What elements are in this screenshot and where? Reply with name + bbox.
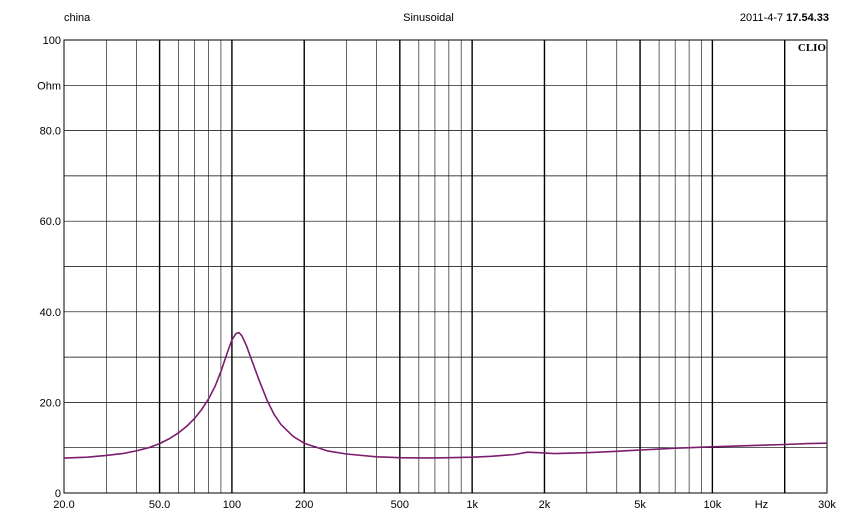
clio-logo: CLIO [798,42,827,54]
x-tick-label: 30k [818,499,836,511]
y-tick-label: 80.0 [40,126,61,138]
y-axis-label: Ohm [37,80,61,92]
timestamp-time: 17.54.33 [786,12,829,24]
y-tick-label: 100 [43,35,61,47]
x-tick-label: 100 [223,499,241,511]
plot-frame [63,39,828,494]
y-tick-label: 20.0 [40,397,61,409]
chart-title: Sinusoidal [403,12,454,24]
y-tick-label: 40.0 [40,307,61,319]
timestamp: 2011-4-7 17.54.33 [740,12,829,24]
series-group [63,331,828,459]
grid [64,40,827,493]
timestamp-date: 2011-4-7 [739,12,787,24]
x-axis-tick-labels: 20.0 50.0 100 200 500 1k 2k 5k 10k 30k [53,499,836,511]
x-tick-label: 20.0 [53,499,74,511]
x-tick-label: 2k [539,499,551,511]
impedance-curve [63,331,828,459]
x-tick-label: 1k [466,499,478,511]
x-tick-label: 50.0 [149,499,170,511]
header-left-label: china [64,12,91,24]
x-tick-label: 200 [295,499,313,511]
y-tick-label: 0 [55,488,61,500]
x-tick-label: 5k [634,499,646,511]
x-tick-label: 500 [391,499,409,511]
x-axis-label: Hz [755,499,768,511]
x-tick-label: 10k [704,499,722,511]
y-axis-tick-labels: 100 80.0 60.0 40.0 20.0 0 [40,35,61,500]
y-tick-label: 60.0 [40,216,61,228]
